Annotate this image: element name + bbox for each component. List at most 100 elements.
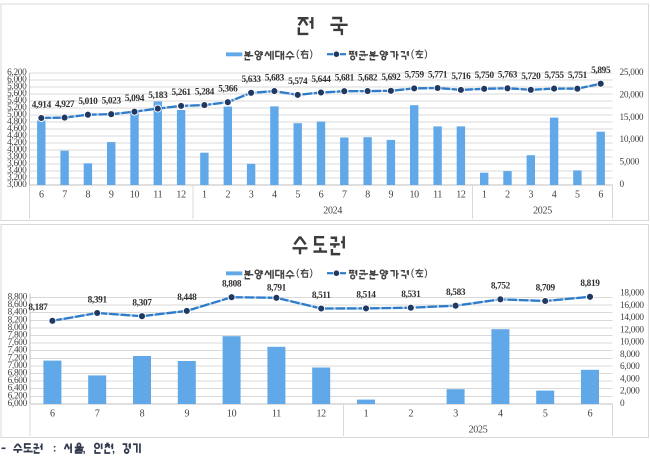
svg-text:): ) [310,267,314,279]
svg-text:4: 4 [272,189,277,200]
svg-text:2025: 2025 [469,424,488,435]
svg-text:9: 9 [389,189,394,200]
svg-text:5,750: 5,750 [475,71,495,81]
svg-text:5: 5 [295,189,300,200]
svg-text:8,000: 8,000 [620,350,640,360]
svg-text:12: 12 [456,189,466,200]
svg-text:6,600: 6,600 [8,376,28,386]
svg-text:6: 6 [50,409,55,420]
svg-text:5,023: 5,023 [102,97,122,107]
svg-text:8,448: 8,448 [177,293,197,303]
svg-text:15,000: 15,000 [620,113,644,123]
svg-text:5,574: 5,574 [288,77,308,87]
svg-text:10: 10 [227,409,237,420]
svg-text:7,200: 7,200 [8,353,28,363]
svg-text:5,010: 5,010 [78,97,98,107]
svg-text:(: ( [411,48,415,60]
svg-text:2: 2 [225,189,230,200]
svg-text:10: 10 [409,189,419,200]
svg-text:5,200: 5,200 [7,103,27,113]
svg-text:8,000: 8,000 [8,323,28,333]
svg-text:5: 5 [575,189,580,200]
svg-text:8,391: 8,391 [88,295,108,305]
svg-text:4: 4 [552,189,557,200]
svg-text:5,284: 5,284 [195,87,215,97]
svg-text:16,000: 16,000 [620,301,644,311]
svg-text:4,800: 4,800 [7,117,27,127]
svg-text:8,600: 8,600 [8,300,28,310]
svg-text:4,000: 4,000 [7,145,27,155]
svg-text:7: 7 [62,189,67,200]
svg-text:6,000: 6,000 [7,75,27,85]
svg-text:6,800: 6,800 [8,369,28,379]
svg-text:(: ( [411,267,415,279]
svg-text:2: 2 [408,409,413,420]
svg-text:5,716: 5,716 [451,72,471,82]
svg-text:5,644: 5,644 [311,75,331,85]
svg-text:8,752: 8,752 [491,282,511,292]
svg-text:12: 12 [316,409,326,420]
svg-text:5,763: 5,763 [498,71,518,81]
svg-text:5,800: 5,800 [7,82,27,92]
svg-text:5,682: 5,682 [358,73,378,83]
svg-text:5,751: 5,751 [568,71,588,81]
svg-text:5,895: 5,895 [591,66,611,76]
svg-text:8,709: 8,709 [536,283,556,293]
svg-text:7: 7 [342,189,347,200]
svg-text:7,800: 7,800 [8,331,28,341]
svg-text:0: 0 [620,399,625,409]
svg-text:5,600: 5,600 [7,89,27,99]
svg-text:1: 1 [202,189,207,200]
svg-text:7,400: 7,400 [8,346,28,356]
svg-text:5,692: 5,692 [381,73,401,83]
svg-text:(: ( [296,48,300,60]
svg-text:6: 6 [39,189,44,200]
svg-text:3: 3 [528,189,533,200]
svg-text:25,000: 25,000 [620,68,644,78]
svg-text:7,000: 7,000 [8,361,28,371]
svg-text:5,261: 5,261 [172,88,192,98]
svg-text:): ) [424,48,428,60]
svg-text:8: 8 [365,189,370,200]
svg-text:(: ( [296,267,300,279]
svg-text:9: 9 [109,189,114,200]
svg-text:5,720: 5,720 [521,72,541,82]
svg-text:6,200: 6,200 [8,391,28,401]
svg-text:): ) [310,48,314,60]
svg-text:5,183: 5,183 [148,91,168,101]
svg-text:8,511: 8,511 [312,291,331,301]
svg-text:): ) [424,267,428,279]
svg-text:11: 11 [433,189,442,200]
svg-text:1: 1 [482,189,487,200]
svg-text:8: 8 [140,409,145,420]
svg-text:18,000: 18,000 [620,289,644,299]
svg-text:4,927: 4,927 [55,100,75,110]
svg-text:6,000: 6,000 [620,362,640,372]
svg-text:3: 3 [453,409,458,420]
svg-text:10,000: 10,000 [620,338,644,348]
svg-text:5,681: 5,681 [335,74,355,84]
svg-text:8,800: 8,800 [8,293,28,303]
svg-text:6,200: 6,200 [7,68,27,78]
svg-text:3: 3 [249,189,254,200]
svg-text:11: 11 [272,409,281,420]
svg-text:4,600: 4,600 [7,124,27,134]
svg-text:8,583: 8,583 [446,288,466,298]
svg-text:3,800: 3,800 [7,152,27,162]
svg-text:2: 2 [505,189,510,200]
svg-text:12,000: 12,000 [620,325,644,335]
svg-text:2025: 2025 [533,205,552,216]
svg-text:9: 9 [184,409,189,420]
svg-text:8,200: 8,200 [8,315,28,325]
svg-text:5,000: 5,000 [620,158,640,168]
svg-text:5: 5 [543,409,548,420]
svg-text:8: 8 [86,189,91,200]
svg-text:8,791: 8,791 [267,284,287,294]
svg-text:4,400: 4,400 [7,131,27,141]
svg-text:8,307: 8,307 [132,299,152,309]
svg-text::: : [53,443,57,455]
svg-text:5,759: 5,759 [405,71,425,81]
svg-text:2,000: 2,000 [620,387,640,397]
svg-text:5,094: 5,094 [125,94,145,104]
svg-text:6: 6 [598,189,603,200]
